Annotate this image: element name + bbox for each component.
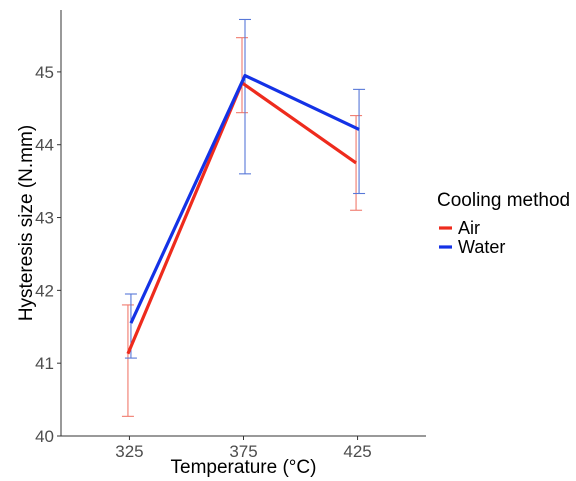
legend-item-air: Air [439, 218, 480, 238]
x-axis-title: Temperature (°C) [171, 457, 317, 478]
error-bar-air [121, 304, 134, 417]
y-tick-label: 43 [35, 209, 54, 228]
y-axis-title: Hysteresis size (N.mm) [16, 125, 37, 321]
y-tick-label: 44 [35, 136, 54, 155]
y-tick-label: 45 [35, 63, 54, 82]
legend-title: Cooling method [437, 190, 570, 211]
x-tick-label: 375 [229, 442, 257, 461]
error-bar-air [350, 115, 363, 211]
x-tick-label: 425 [343, 442, 371, 461]
series-line-water [129, 73, 360, 324]
y-tick-label: 42 [35, 281, 54, 300]
series-line-air [126, 81, 357, 355]
error-bar-water [353, 88, 366, 195]
series-lines [126, 73, 360, 355]
x-tick-label: 325 [115, 442, 143, 461]
y-tick-label: 41 [35, 354, 54, 373]
error-bar-water [239, 18, 251, 175]
y-axis-ticks: 40 41 42 43 44 45 [35, 63, 61, 446]
y-tick-label: 40 [35, 427, 54, 446]
legend-label: Air [458, 218, 480, 238]
legend-item-water: Water [439, 237, 505, 257]
x-axis-ticks: 325 375 425 [115, 436, 372, 461]
axes [60, 10, 426, 437]
legend-label: Water [458, 237, 505, 257]
error-bars [121, 18, 366, 417]
error-bar-air [236, 37, 248, 114]
